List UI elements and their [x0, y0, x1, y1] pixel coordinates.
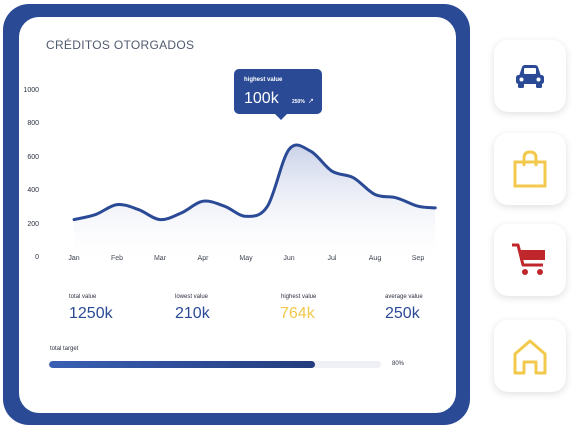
x-tick-label: Sep [411, 255, 425, 262]
shopping-cart-icon [512, 243, 545, 275]
target-label: total target [50, 346, 79, 352]
shopping-bag-icon [513, 150, 547, 188]
x-tick-label: Jun [283, 255, 295, 262]
y-tick-label: 1000 [23, 87, 39, 94]
target-percent: 80% [392, 361, 405, 367]
x-tick-label: Jul [327, 255, 337, 262]
y-tick-label: 200 [27, 220, 39, 228]
car-icon [516, 65, 544, 88]
shopping-cart-tile[interactable] [494, 224, 566, 296]
tooltip-label: highest value [244, 77, 283, 83]
home-tile[interactable] [494, 320, 566, 392]
x-tick-label: May [239, 255, 253, 262]
area-fill [74, 144, 436, 258]
x-tick-label: Apr [197, 255, 209, 262]
stat-average-value: 250k [385, 305, 420, 322]
y-tick-label: 400 [27, 187, 39, 195]
stat-total-label: total value [69, 294, 97, 300]
target-progress-track [49, 361, 381, 368]
stat-total-value: 1250k [69, 305, 113, 322]
trend-up-icon: ↗ [308, 98, 314, 105]
shopping-bag-tile[interactable] [494, 133, 566, 205]
x-tick-label: Feb [110, 255, 124, 262]
car-tile[interactable] [494, 40, 566, 112]
x-tick-label: Aug [368, 255, 382, 262]
stat-lowest-value: 210k [175, 305, 210, 322]
y-tick-label: 0 [35, 254, 39, 261]
target-progress-fill [49, 361, 315, 368]
stat-highest-value: 764k [280, 305, 315, 322]
highest-value-tooltip: highest value 100k 250% ↗ [234, 69, 322, 120]
series-line [72, 143, 437, 222]
tooltip-value: 100k [244, 90, 279, 107]
home-icon [513, 339, 547, 375]
y-tick-label: 800 [27, 120, 39, 128]
tooltip-change: 250% [292, 99, 305, 105]
stat-lowest-label: lowest value [175, 294, 209, 300]
x-tick-label: Mar [153, 255, 167, 262]
x-tick-label: Jan [68, 255, 80, 262]
card-title: CRÉDITOS OTORGADOS [46, 38, 195, 52]
y-tick-label: 600 [27, 153, 39, 161]
stat-average-label: average value [385, 294, 423, 300]
stat-highest-label: highest value [281, 294, 317, 300]
